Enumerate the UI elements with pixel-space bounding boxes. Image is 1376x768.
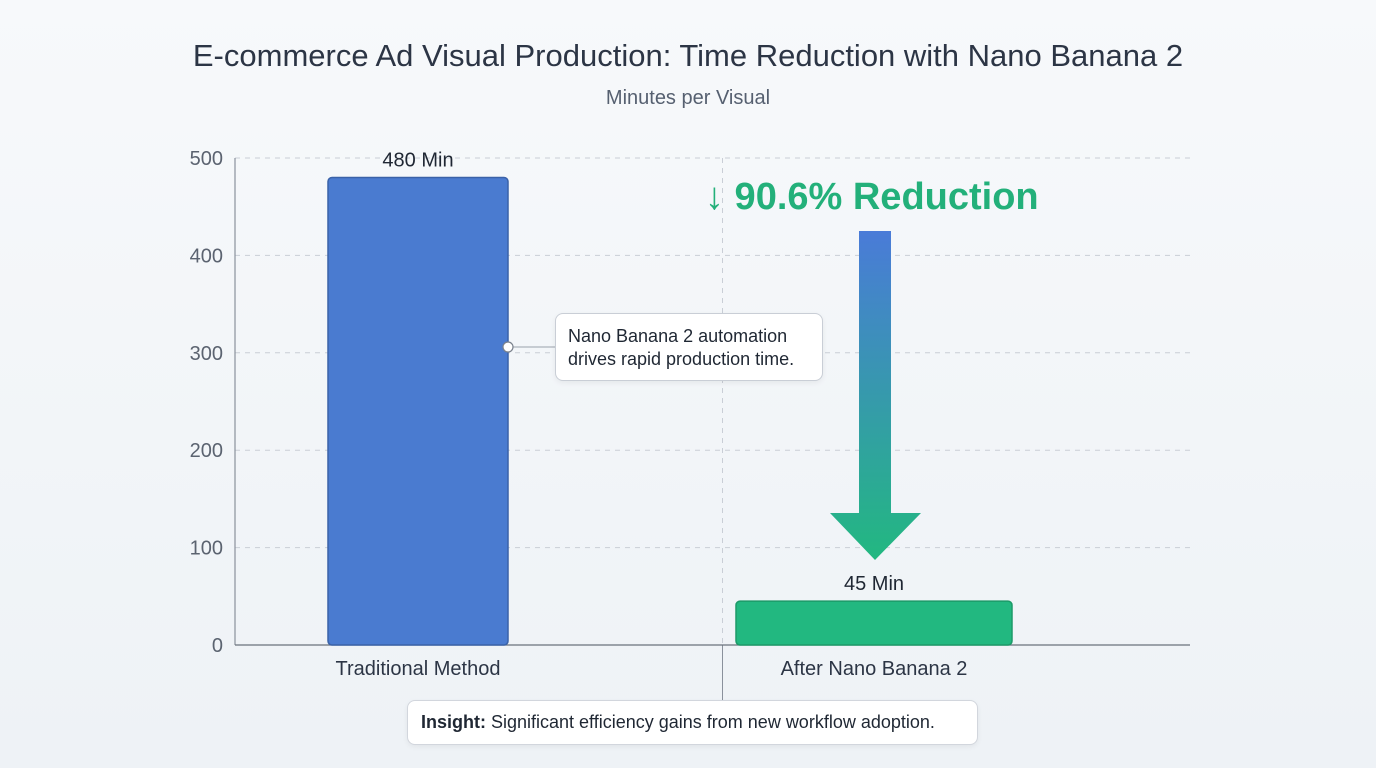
insight-label: Insight:	[421, 712, 486, 732]
insight-text: Significant efficiency gains from new wo…	[486, 712, 935, 732]
x-tick-label: Traditional Method	[336, 658, 501, 680]
insight-box: Insight: Significant efficiency gains fr…	[407, 700, 978, 745]
chart-subtitle: Minutes per Visual	[605, 87, 771, 109]
reduction-label: ↓ 90.6% Reduction	[705, 176, 1039, 218]
x-tick-label: After Nano Banana 2	[781, 658, 968, 680]
bar-data-label: 45 Min	[844, 573, 904, 595]
y-tick-label: 500	[190, 148, 223, 170]
y-tick-label: 100	[190, 538, 223, 560]
y-tick-label: 400	[190, 245, 223, 267]
bar	[735, 600, 1013, 646]
reduction-arrow	[830, 231, 921, 560]
bar	[327, 176, 509, 646]
callout-line-2: drives rapid production time.	[568, 349, 795, 369]
callout-box: Nano Banana 2 automation drives rapid pr…	[555, 313, 823, 381]
bar-data-label: 480 Min	[382, 149, 453, 171]
chart-title: E-commerce Ad Visual Production: Time Re…	[192, 38, 1184, 73]
y-tick-label: 0	[212, 635, 223, 657]
y-tick-label: 300	[190, 343, 223, 365]
y-tick-label: 200	[190, 440, 223, 462]
callout-anchor-dot	[502, 341, 514, 353]
callout-line-1: Nano Banana 2 automation	[568, 326, 788, 346]
